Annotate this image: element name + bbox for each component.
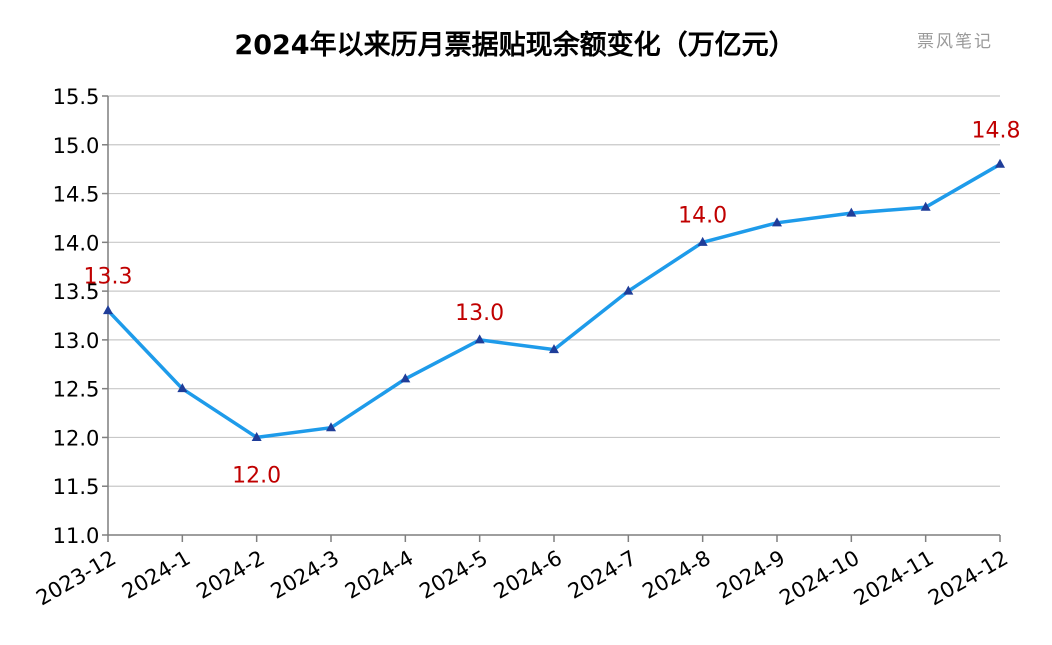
data-point-marker <box>103 305 113 315</box>
y-tick-label: 13.0 <box>53 329 100 353</box>
x-tick-label: 2024-5 <box>415 546 491 604</box>
data-point-marker <box>623 285 634 295</box>
marker-layer <box>103 158 1005 441</box>
data-point-marker <box>326 422 336 432</box>
data-point-marker <box>995 158 1005 168</box>
y-tick-label: 11.0 <box>53 524 100 548</box>
y-tick-label: 12.5 <box>53 378 100 402</box>
data-point-marker <box>251 431 262 441</box>
y-tick-label: 11.5 <box>53 475 100 499</box>
data-point-marker <box>772 217 782 227</box>
x-tick-label: 2024-2 <box>192 546 268 604</box>
y-tick-label: 15.5 <box>53 85 100 109</box>
data-label: 12.0 <box>232 463 281 488</box>
watermark-text: 票风笔记 <box>917 32 993 52</box>
chart-title: 2024年以来历月票据贴现余额变化（万亿元） <box>234 29 795 61</box>
x-tick-label: 2024-11 <box>850 546 938 611</box>
y-axis-ticks: 11.0 11.5 12.0 12.5 13.0 13.5 14.0 14.5 15.0 15.5 <box>53 85 108 548</box>
data-point-marker <box>549 344 559 354</box>
x-tick-label: 2024-6 <box>490 546 566 604</box>
data-label: 13.0 <box>455 301 504 326</box>
x-tick-label: 2024-1 <box>118 546 194 604</box>
y-tick-label: 13.5 <box>53 280 100 304</box>
data-point-marker <box>400 373 411 383</box>
y-tick-label: 14.5 <box>53 183 100 207</box>
x-tick-label: 2024-10 <box>775 546 863 611</box>
data-point-marker <box>474 334 485 344</box>
x-tick-label: 2024-8 <box>638 546 714 604</box>
data-label: 14.8 <box>972 118 1021 143</box>
data-point-marker <box>920 201 931 211</box>
data-label: 13.3 <box>84 265 133 290</box>
y-tick-label: 14.0 <box>53 231 100 255</box>
x-tick-label: 2023-12 <box>32 546 120 611</box>
x-axis-ticks: 2023-122024-12024-22024-32024-42024-5202… <box>32 535 1012 610</box>
data-label-layer: 13.3 12.0 13.0 14.0 14.8 <box>84 118 1021 488</box>
y-tick-label: 12.0 <box>53 426 100 450</box>
y-tick-label: 15.0 <box>53 134 100 158</box>
x-tick-label: 2024-12 <box>924 546 1012 611</box>
x-tick-label: 2024-3 <box>267 546 343 604</box>
data-point-marker <box>177 383 188 393</box>
data-point-marker <box>846 207 857 217</box>
data-point-marker <box>697 236 708 246</box>
series-line <box>106 162 1002 440</box>
x-tick-label: 2024-4 <box>341 546 417 604</box>
x-tick-label: 2024-7 <box>564 546 640 604</box>
data-label: 14.0 <box>678 203 727 228</box>
series-layer <box>106 162 1002 440</box>
